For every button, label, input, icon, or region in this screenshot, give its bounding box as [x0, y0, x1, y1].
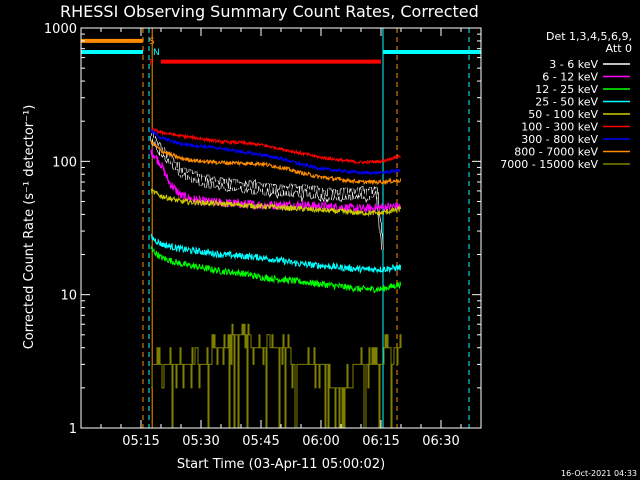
flag-label-n: N	[153, 48, 160, 58]
plot-area: SNF	[81, 28, 481, 428]
x-axis-label: Start Time (03-Apr-11 05:00:02)	[177, 457, 385, 472]
y-tick-label: 1	[69, 422, 77, 437]
y-axis-label: Corrected Count Rate (s⁻¹ detector⁻¹)	[22, 105, 37, 350]
x-tick-label: 05:45	[242, 434, 279, 449]
legend-header-line: Det 1,3,4,5,6,9,	[546, 30, 632, 43]
legend-entry-label: 100 - 300 keV	[521, 121, 598, 134]
chart-title: RHESSI Observing Summary Count Rates, Co…	[60, 2, 479, 21]
y-tick-label: 10	[60, 289, 77, 304]
flag-label-s: S	[149, 37, 155, 47]
legend-entry-label: 12 - 25 keV	[535, 83, 598, 96]
timestamp: 16-Oct-2021 04:33	[561, 469, 637, 478]
legend-entry-label: 6 - 12 keV	[542, 71, 598, 84]
legend-entry-label: 7000 - 15000 keV	[500, 158, 598, 171]
series-line-7	[150, 128, 401, 176]
legend-entry-label: 300 - 800 keV	[521, 133, 598, 146]
x-tick-label: 05:30	[182, 434, 219, 449]
series-line-5	[150, 188, 402, 218]
series-line-1-halo	[149, 132, 384, 251]
series-line-8	[150, 139, 402, 186]
series-line-2	[150, 147, 402, 214]
series-line-1	[150, 133, 384, 250]
series-line-4	[150, 233, 402, 275]
series-line-3	[150, 245, 402, 294]
series-line-9	[151, 323, 402, 428]
legend-entry-label: 25 - 50 keV	[535, 96, 598, 109]
legend-entry-label: 3 - 6 keV	[549, 58, 598, 71]
axes: 05:15 05:30 05:45 06:00 06:15 06:30 1 10 100 1000	[44, 22, 482, 449]
y-tick-label: 100	[52, 155, 77, 170]
plot-frame	[80, 27, 482, 429]
legend-header-line: Att 0	[606, 42, 632, 55]
y-tick-label: 1000	[44, 22, 77, 37]
legend-entry-label: 800 - 7000 keV	[514, 146, 598, 159]
x-tick-label: 06:00	[302, 434, 339, 449]
series-line-6	[150, 127, 401, 166]
x-tick-label: 05:15	[122, 434, 159, 449]
flag-label-f: F	[149, 59, 154, 69]
x-tick-label: 06:15	[362, 434, 399, 449]
x-tick-label: 06:30	[422, 434, 459, 449]
legend-entry-label: 50 - 100 keV	[528, 108, 598, 121]
